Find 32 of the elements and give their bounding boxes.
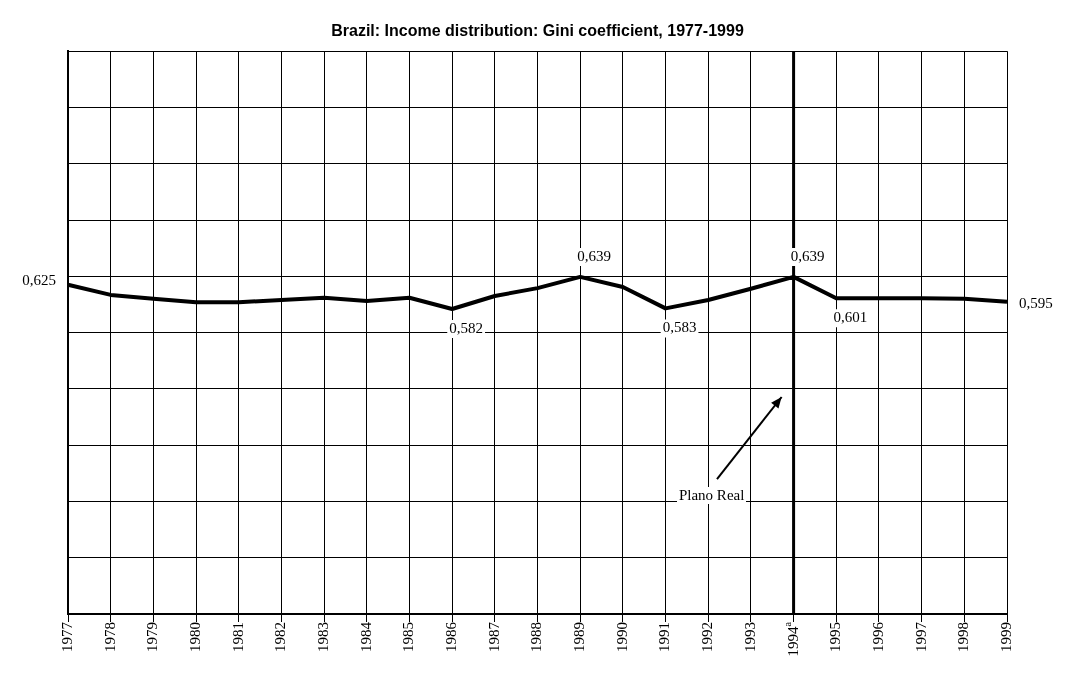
x-tick-label: 1995 (827, 622, 844, 652)
data-label: 0,625 (22, 271, 56, 288)
x-tick-label: 1994a (782, 621, 801, 657)
data-label: 0,583 (662, 319, 697, 336)
data-label: 0,601 (833, 309, 868, 326)
data-label: 0,639 (790, 247, 825, 264)
x-tick-label: 1978 (101, 622, 118, 652)
x-tick-label: 1988 (528, 622, 545, 652)
x-tick-label: 1999 (997, 622, 1014, 652)
x-tick-label: 1984 (357, 621, 374, 652)
data-label: 0,595 (1019, 294, 1053, 311)
x-tick-label: 1997 (912, 621, 929, 652)
x-tick-label: 1991 (656, 622, 673, 652)
x-tick-label: 1986 (443, 621, 460, 652)
x-tick-label: 1981 (229, 622, 246, 652)
x-tick-label: 1987 (485, 621, 502, 652)
x-tick-label: 1983 (315, 622, 332, 652)
annotation: Plano Real (676, 486, 747, 504)
x-tick-label: 1980 (186, 622, 203, 652)
x-tick-label: 1982 (272, 622, 289, 652)
x-tick-label: 1993 (741, 622, 758, 652)
x-tick-label: 1990 (613, 622, 630, 652)
chart-title: Brazil: Income distribution: Gini coefficient, 1977-1999 (331, 22, 744, 40)
x-tick-label: 1998 (955, 622, 972, 652)
x-tick-label: 1977 (58, 621, 75, 652)
x-tick-label: 1979 (144, 622, 161, 652)
x-tick-label: 1985 (400, 622, 417, 652)
x-tick-label: 1989 (571, 622, 588, 652)
data-label: 0,582 (449, 319, 484, 336)
x-tick-label: 1992 (699, 622, 716, 652)
data-label: 0,639 (577, 247, 612, 264)
x-tick-label: 1996 (869, 621, 886, 652)
